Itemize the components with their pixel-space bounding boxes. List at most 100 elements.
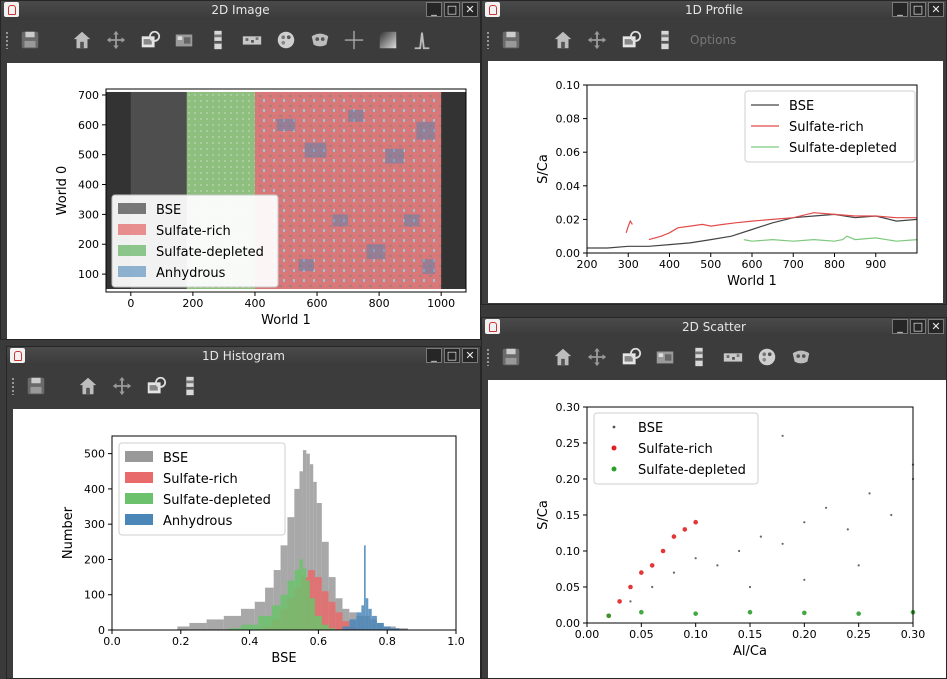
minimize-button[interactable]: _: [426, 348, 442, 363]
maximize-button[interactable]: □: [444, 348, 460, 363]
maximize-button[interactable]: □: [910, 319, 926, 334]
gradient-tool-button[interactable]: [375, 27, 401, 53]
colorbar-tool-button[interactable]: [205, 27, 231, 53]
x-tick-label: 400: [659, 258, 680, 271]
scatter-point: [606, 613, 612, 619]
profile-tool-button[interactable]: [409, 27, 435, 53]
x-axis-label: Al/Ca: [733, 644, 767, 659]
scatter-point: [672, 571, 676, 574]
y-tick-label: 0.15: [556, 509, 581, 522]
scatter-point: [694, 557, 697, 560]
x-tick-label: 1000: [427, 297, 455, 310]
histogram-bar: [294, 570, 300, 630]
toolbar-grip-handle[interactable]: [486, 31, 490, 49]
plot-canvas[interactable]: 0 200 400 600 800 1000 100 200 300 400 500 600 700 Wo…: [7, 63, 481, 340]
save-tool-button[interactable]: [498, 27, 524, 53]
pan-tool-button[interactable]: [584, 344, 610, 370]
titlebar[interactable]: 2D Scatter _ □ ✕: [482, 318, 946, 336]
pan-icon: [587, 347, 607, 367]
zoom-tool-button[interactable]: [618, 27, 644, 53]
scatter-point: [868, 492, 871, 495]
scatter-point: [748, 585, 752, 589]
region-anhydrous: [416, 121, 435, 140]
mask-tool-button[interactable]: [788, 344, 814, 370]
crosshair-tool-button[interactable]: [341, 27, 367, 53]
y-tick-label: 500: [78, 149, 99, 162]
scatter-point: [660, 548, 666, 554]
close-button[interactable]: ✕: [928, 319, 944, 334]
titlebar[interactable]: 1D Profile _ □ ✕: [482, 1, 946, 19]
maximize-button[interactable]: □: [910, 2, 926, 17]
plot-canvas[interactable]: 0.0 0.2 0.4 0.6 0.8 1.0 0 100 200 300 400 500 BSE Num…: [13, 409, 481, 679]
histogram-bar: [302, 568, 307, 630]
contrast-tool-button[interactable]: [720, 344, 746, 370]
toolbar-grip-handle[interactable]: [11, 377, 15, 395]
titlebar[interactable]: 2D Image _ □ ✕: [1, 1, 480, 19]
window-title: 2D Scatter: [682, 320, 746, 334]
y-tick-label: 0.00: [556, 247, 581, 260]
image-tool-button[interactable]: [171, 27, 197, 53]
options-menu[interactable]: Options: [690, 33, 737, 47]
colorbar-tool-button[interactable]: [686, 344, 712, 370]
toolbar: [1, 21, 480, 59]
histogram-bar: [294, 488, 300, 630]
toolbar-grip-handle[interactable]: [486, 348, 490, 366]
scatter-point: [693, 519, 698, 525]
save-tool-button[interactable]: [498, 344, 524, 370]
series-line-bse: [587, 213, 918, 249]
x-tick-label: 0.15: [738, 628, 763, 641]
image-tool-button[interactable]: [652, 344, 678, 370]
minimize-button[interactable]: _: [426, 2, 442, 17]
colorbar-tool-button[interactable]: [177, 373, 203, 399]
region-anhydrous: [332, 214, 349, 227]
pan-tool-button[interactable]: [103, 27, 129, 53]
zoom-tool-button[interactable]: [143, 373, 169, 399]
plot-canvas[interactable]: 0.00 0.05 0.10 0.15 0.20 0.25 0.30 0.00 0.05 0.10…: [488, 380, 947, 679]
window-2d-image: 2D Image _ □ ✕ 0 200 400 600 800 1000 100 200 30…: [0, 0, 481, 340]
histogram-bar: [299, 559, 303, 630]
legend-label: BSE: [163, 451, 188, 466]
histogram-bar: [206, 619, 224, 630]
toolbar-grip-handle[interactable]: [5, 31, 9, 49]
minimize-button[interactable]: _: [892, 319, 908, 334]
pan-tool-button[interactable]: [584, 27, 610, 53]
titlebar[interactable]: 1D Histogram _ □ ✕: [7, 347, 480, 365]
close-button[interactable]: ✕: [462, 2, 478, 17]
home-tool-button[interactable]: [75, 373, 101, 399]
histogram-bar: [287, 517, 295, 630]
palette-tool-button[interactable]: [273, 27, 299, 53]
x-tick-label: 0.20: [792, 628, 817, 641]
histogram-bar: [299, 471, 303, 630]
save-tool-button[interactable]: [17, 27, 43, 53]
palette-tool-button[interactable]: [754, 344, 780, 370]
profile-plot[interactable]: 200 300 400 500 600 700 800 900 0.00 0.02 0.04 0.06…: [488, 61, 943, 303]
save-icon: [502, 31, 520, 49]
home-tool-button[interactable]: [550, 344, 576, 370]
minimize-button[interactable]: _: [892, 2, 908, 17]
x-axis-label: World 1: [261, 313, 311, 328]
maximize-button[interactable]: □: [444, 2, 460, 17]
contrast-tool-button[interactable]: [239, 27, 265, 53]
image-plot[interactable]: 0 200 400 600 800 1000 100 200 300 400 500 600 700 Wo…: [7, 63, 481, 340]
scatter-point: [781, 434, 784, 437]
colorbar-tool-button[interactable]: [652, 27, 678, 53]
pan-tool-button[interactable]: [109, 373, 135, 399]
y-axis-label: World 0: [55, 166, 70, 216]
legend: BSE Sulfate-rich Sulfate-depleted: [593, 412, 759, 485]
save-tool-button[interactable]: [23, 373, 49, 399]
zoom-tool-button[interactable]: [618, 344, 644, 370]
close-button[interactable]: ✕: [462, 348, 478, 363]
plot-canvas[interactable]: 200 300 400 500 600 700 800 900 0.00 0.02 0.04 0.06…: [488, 61, 943, 303]
colorbar-icon: [186, 376, 194, 396]
histogram-plot[interactable]: 0.0 0.2 0.4 0.6 0.8 1.0 0 100 200 300 400 500 BSE Num…: [13, 409, 481, 679]
mask-tool-button[interactable]: [307, 27, 333, 53]
zoom-tool-button[interactable]: [137, 27, 163, 53]
axes-frame: [586, 406, 914, 624]
histogram-bar: [271, 605, 281, 630]
region-anhydrous: [366, 244, 386, 260]
home-tool-button[interactable]: [550, 27, 576, 53]
region-anhydrous: [348, 109, 364, 122]
scatter-plot[interactable]: 0.00 0.05 0.10 0.15 0.20 0.25 0.30 0.00 0.05 0.10…: [488, 380, 947, 679]
home-tool-button[interactable]: [69, 27, 95, 53]
close-button[interactable]: ✕: [928, 2, 944, 17]
